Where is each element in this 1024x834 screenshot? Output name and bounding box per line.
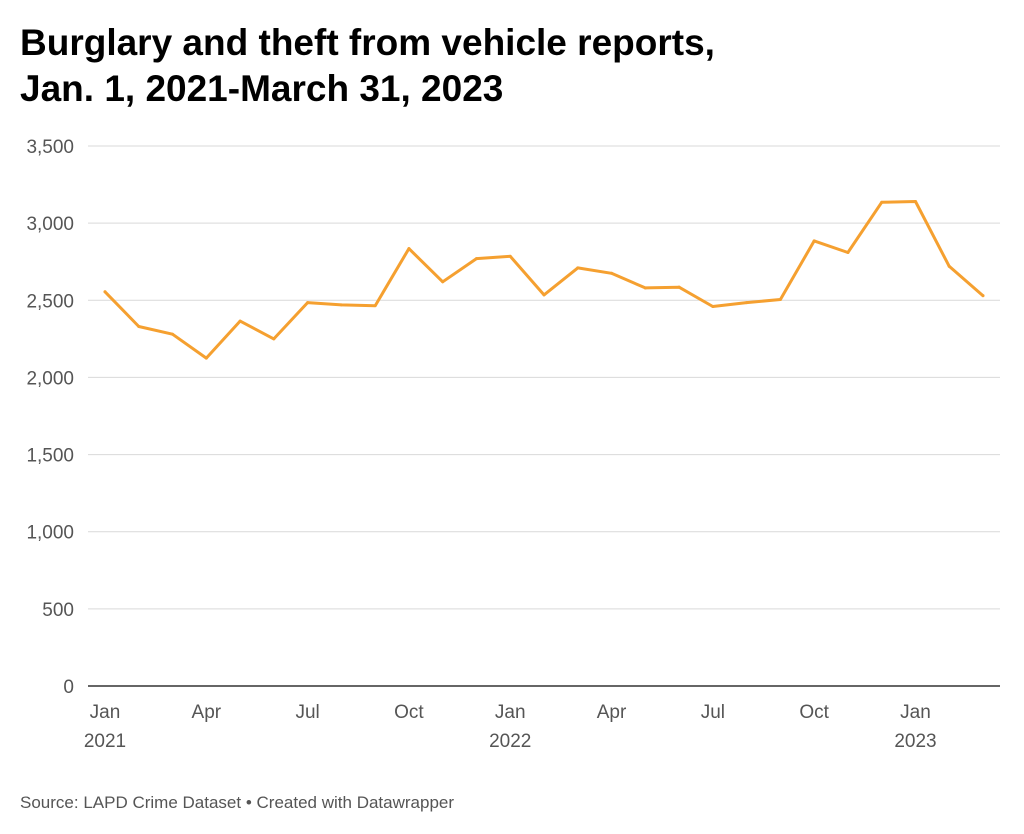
x-tick-label: Jan (90, 702, 121, 723)
data-point (204, 356, 208, 360)
chart-title: Burglary and theft from vehicle reports,… (20, 20, 715, 112)
data-point (745, 301, 749, 305)
x-tick-label: Jan (900, 702, 931, 723)
series-lines (103, 200, 985, 360)
credit-text: Created with Datawrapper (256, 793, 455, 812)
y-axis-tick-labels: 0 500 1,000 1,500 2,000 2,500 3,000 3,500 (26, 137, 74, 698)
x-tick-label: Apr (597, 702, 627, 723)
x-tick-label: Oct (394, 702, 424, 723)
data-point (981, 294, 985, 298)
data-point (508, 254, 512, 258)
x-tick-label: Jul (701, 702, 725, 723)
y-tick-label: 3,500 (26, 137, 74, 158)
data-point (339, 303, 343, 307)
y-tick-label: 0 (63, 677, 74, 698)
data-point (238, 319, 242, 323)
x-axis-tick-labels: Jan 2021 Apr Jul Oct Jan 2022 Apr Jul Oct Jan 2023 (84, 702, 937, 752)
gridlines (88, 145, 1000, 687)
chart-title-line-2: Jan. 1, 2021-March 31, 2023 (20, 68, 504, 109)
data-point (677, 285, 681, 289)
data-point (610, 271, 614, 275)
data-point (407, 247, 411, 251)
source-label: Source: (20, 793, 79, 812)
x-tick-label: Jul (295, 702, 319, 723)
series-line (103, 200, 985, 360)
x-tick-year-label: 2022 (489, 731, 531, 752)
data-point (812, 239, 816, 243)
data-point (306, 301, 310, 305)
data-point (103, 290, 107, 294)
data-point (880, 200, 884, 204)
data-point (171, 332, 175, 336)
x-tick-label: Jan (495, 702, 526, 723)
data-point (272, 337, 276, 341)
y-tick-label: 3,000 (26, 214, 74, 235)
data-point (576, 266, 580, 270)
data-point (441, 280, 445, 284)
data-point (778, 298, 782, 302)
x-tick-label: Oct (799, 702, 829, 723)
data-point (373, 304, 377, 308)
data-point (542, 293, 546, 297)
x-tick-label: Apr (192, 702, 222, 723)
footer-separator: • (245, 793, 252, 812)
source-name: LAPD Crime Dataset (83, 793, 242, 812)
data-point (711, 304, 715, 308)
y-tick-label: 500 (42, 600, 74, 621)
x-tick-year-label: 2023 (894, 731, 936, 752)
y-tick-label: 2,500 (26, 291, 74, 312)
data-point (474, 257, 478, 261)
data-point (846, 250, 850, 254)
data-point (643, 286, 647, 290)
data-point (947, 264, 951, 268)
y-tick-label: 1,000 (26, 523, 74, 544)
data-point (913, 200, 917, 204)
y-tick-label: 2,000 (26, 368, 74, 389)
chart-title-line-1: Burglary and theft from vehicle reports, (20, 22, 715, 63)
y-tick-label: 1,500 (26, 446, 74, 467)
chart-footer: Source: LAPD Crime Dataset • Created wit… (20, 793, 454, 813)
data-point (137, 325, 141, 329)
x-tick-year-label: 2021 (84, 731, 126, 752)
